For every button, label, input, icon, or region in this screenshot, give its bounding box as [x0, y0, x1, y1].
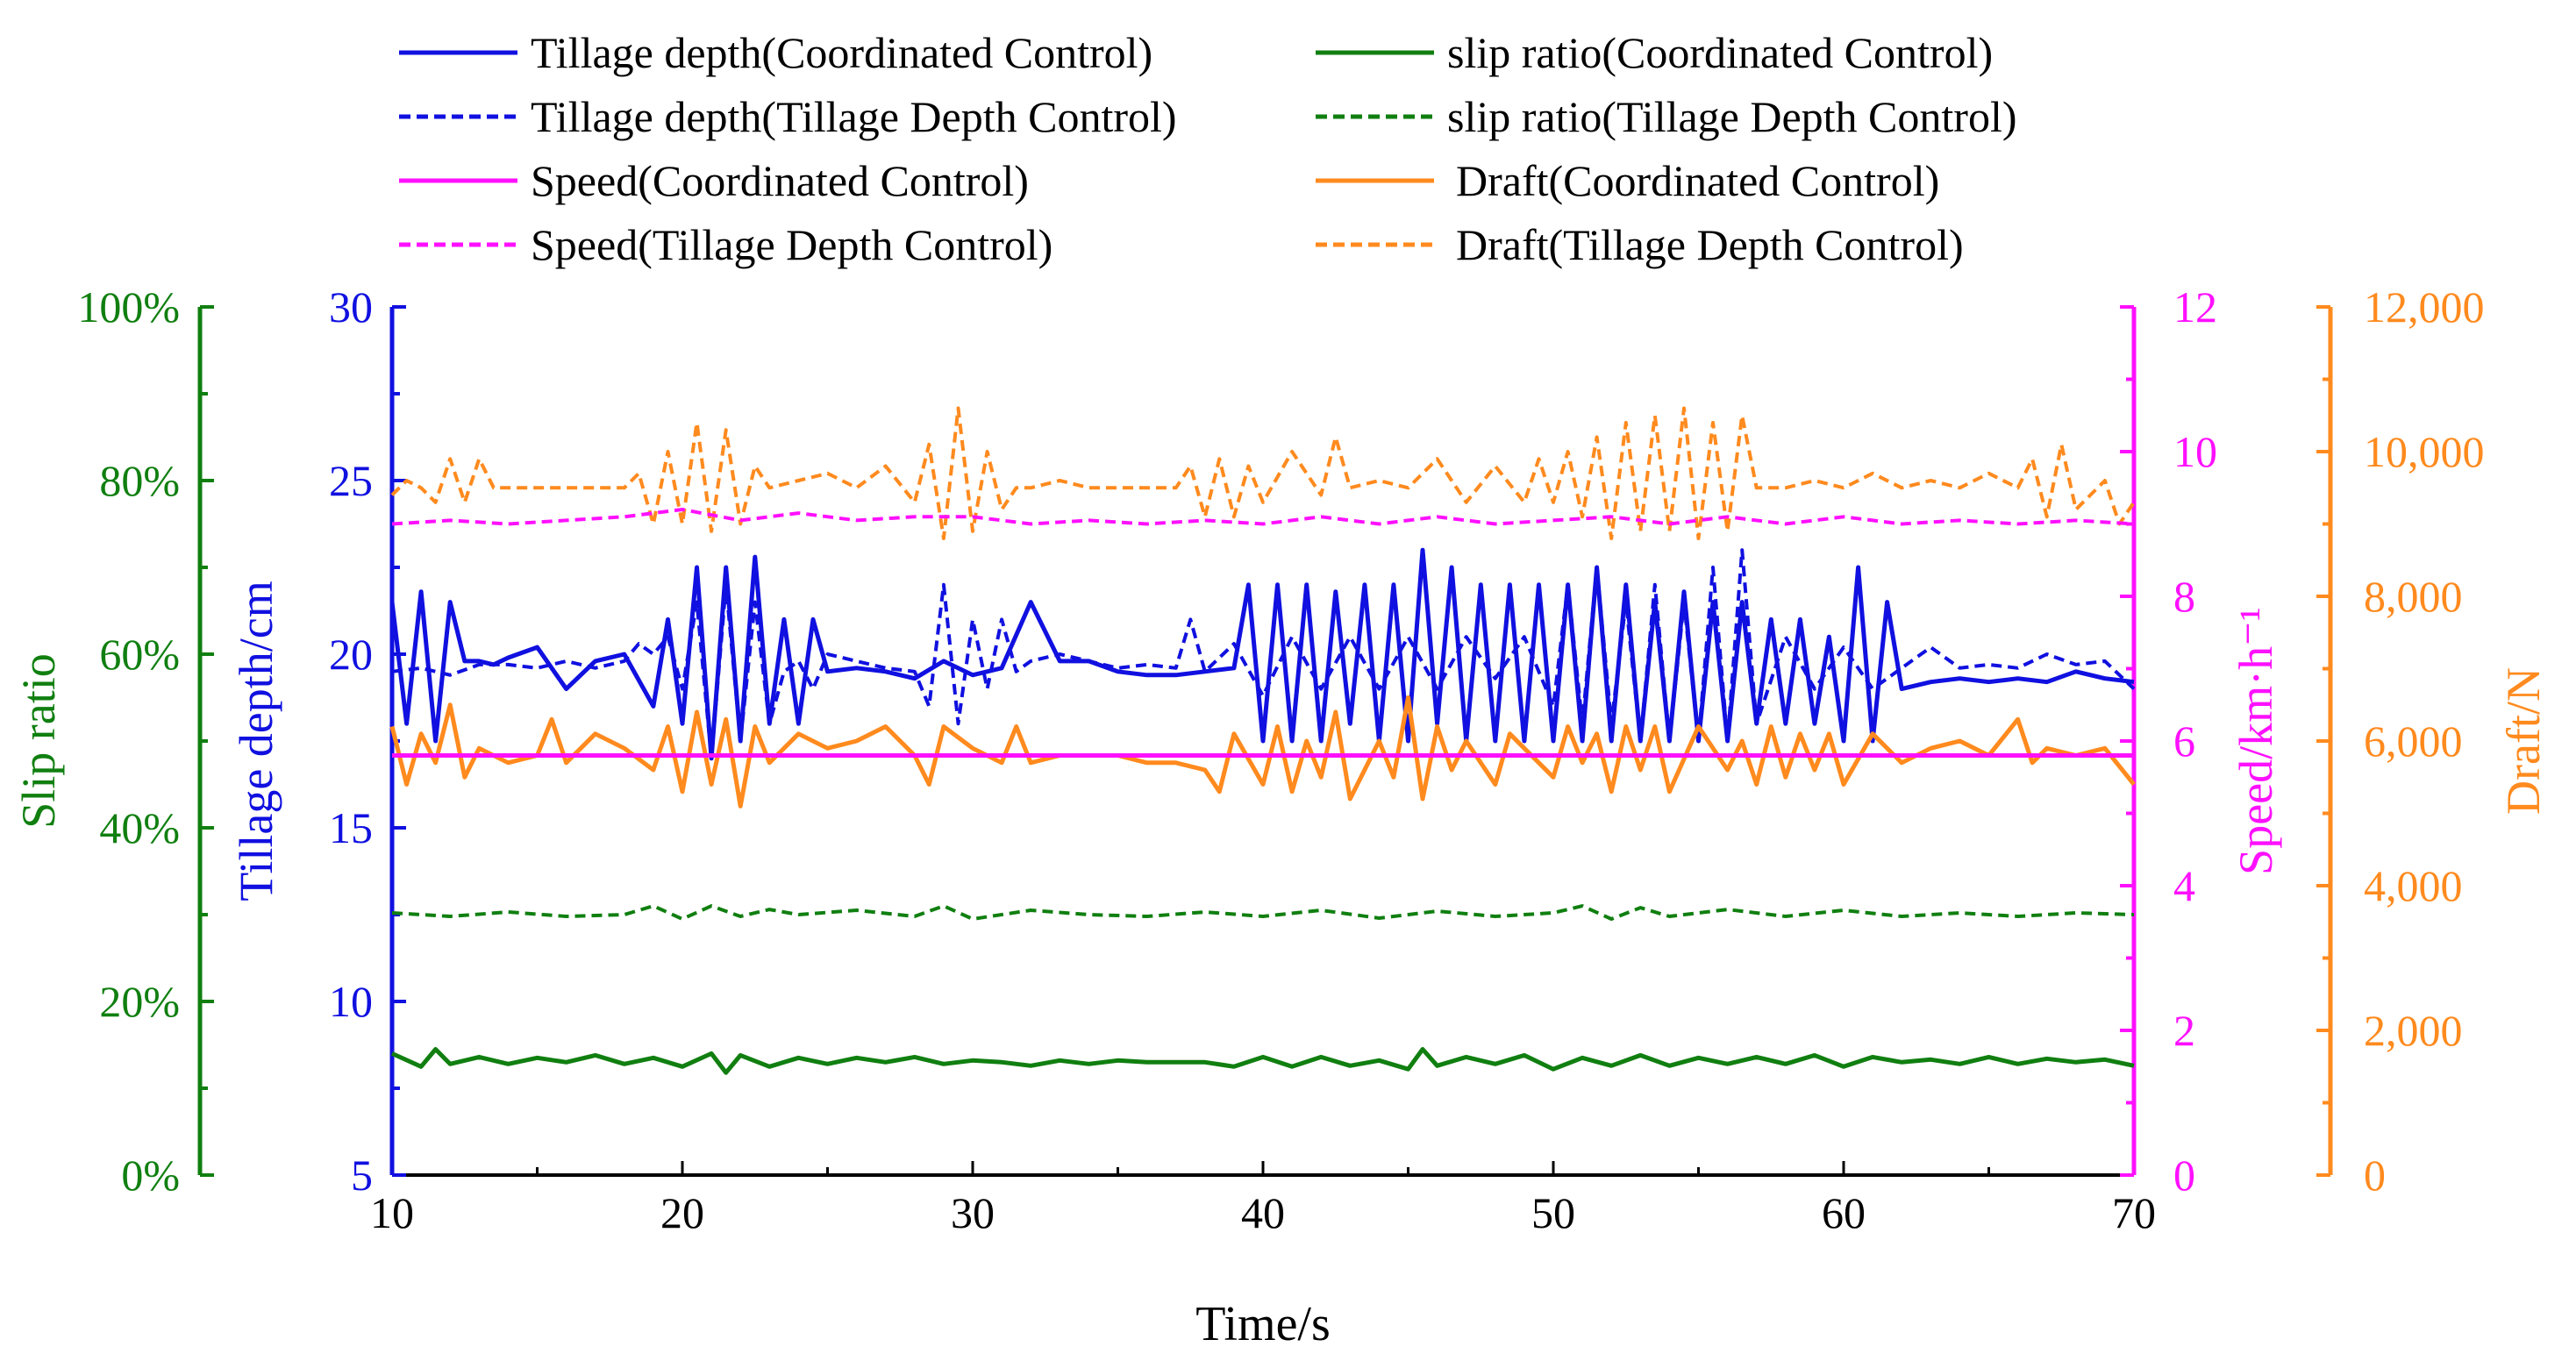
draft-tick-label: 10,000 [2364, 427, 2485, 476]
draft-axis-title: Draft/N [2497, 667, 2550, 815]
legend-item: slip ratio(Coordinated Control) [1316, 28, 1993, 77]
x-tick-label: 50 [1531, 1188, 1575, 1237]
speed-tick-label: 8 [2173, 572, 2195, 621]
speed-tick-label: 0 [2173, 1151, 2195, 1200]
draft-tick-label: 12,000 [2364, 282, 2485, 331]
depth-tick-label: 5 [351, 1151, 373, 1200]
slip-tick-label: 60% [99, 630, 180, 679]
depth-axis-title: Tillage depth/cm [230, 581, 282, 901]
slip-tick-label: 100% [77, 282, 180, 331]
depth-tick-label: 10 [329, 977, 373, 1026]
speed-axis-title: Speed/km·h⁻¹ [2230, 607, 2282, 875]
depth-tick-label: 15 [329, 803, 373, 852]
depth-tick-label: 20 [329, 630, 373, 679]
draft-axis: 0 2,000 4,000 6,000 8,000 10,000 12,000 Draft/N [2316, 282, 2550, 1200]
series-line [391, 904, 2135, 921]
legend-label: Tillage depth(Tillage Depth Control) [531, 92, 1177, 141]
draft-tick-label: 4,000 [2364, 861, 2463, 910]
legend: Tillage depth(Coordinated Control) slip r… [399, 28, 2017, 269]
legend-label: Speed(Coordinated Control) [531, 156, 1029, 205]
draft-tick-label: 0 [2364, 1151, 2386, 1200]
slip-tick-label: 40% [99, 803, 180, 852]
series-line [391, 508, 2135, 526]
depth-axis: 5 10 15 20 25 30 Tillage depth/cm [230, 282, 406, 1200]
slip-axis: 0% 20% 40% 60% 80% 100% Slip ratio [12, 282, 214, 1200]
draft-tick-label: 6,000 [2364, 716, 2463, 766]
series-line [390, 406, 2136, 540]
legend-label: slip ratio(Coordinated Control) [1447, 28, 1993, 77]
depth-tick-label: 25 [329, 456, 373, 505]
draft-tick-label: 8,000 [2364, 572, 2463, 621]
legend-item: Speed(Tillage Depth Control) [399, 220, 1053, 269]
legend-label: Draft(Coordinated Control) [1456, 156, 1939, 205]
depth-tick-label: 30 [329, 282, 373, 331]
legend-item: Draft(Tillage Depth Control) [1316, 220, 1964, 269]
speed-tick-label: 10 [2173, 427, 2217, 476]
speed-tick-label: 4 [2173, 861, 2195, 910]
axes: 10 20 30 40 50 60 70Time/s0%20%40%60%80%100%Sl… [12, 282, 2550, 1351]
slip-axis-title: Slip ratio [12, 653, 65, 829]
x-tick-label: 10 [370, 1188, 414, 1237]
slip-tick-label: 80% [99, 456, 180, 505]
series-line [390, 1047, 2135, 1075]
series-line [389, 695, 2136, 809]
speed-tick-label: 6 [2173, 716, 2195, 766]
x-tick-label: 40 [1241, 1188, 1285, 1237]
plot-area [389, 406, 2136, 1075]
legend-item: Tillage depth(Tillage Depth Control) [399, 92, 1177, 141]
speed-axis: 0 2 4 6 8 10 12 Speed/km·h⁻¹ [2120, 282, 2282, 1200]
series-line [391, 548, 2136, 760]
draft-tick-label: 2,000 [2364, 1006, 2463, 1055]
x-tick-label: 60 [1822, 1188, 1866, 1237]
series-line [389, 547, 2135, 761]
x-tick-label: 20 [660, 1188, 704, 1237]
legend-label: Draft(Tillage Depth Control) [1456, 220, 1964, 269]
legend-item: slip ratio(Tillage Depth Control) [1316, 92, 2017, 141]
legend-label: Tillage depth(Coordinated Control) [531, 28, 1152, 77]
legend-item: Tillage depth(Coordinated Control) [399, 28, 1152, 77]
x-tick-label: 30 [951, 1188, 995, 1237]
legend-item: Draft(Coordinated Control) [1316, 156, 1939, 205]
slip-tick-label: 20% [99, 977, 180, 1026]
x-tick-label: 70 [2112, 1188, 2156, 1237]
x-axis-title: Time/s [1195, 1297, 1331, 1351]
speed-tick-label: 2 [2173, 1006, 2195, 1055]
legend-item: Speed(Coordinated Control) [399, 156, 1029, 205]
speed-tick-label: 12 [2173, 282, 2217, 331]
slip-tick-label: 0% [121, 1151, 180, 1200]
legend-label: Speed(Tillage Depth Control) [531, 220, 1053, 269]
legend-label: slip ratio(Tillage Depth Control) [1447, 92, 2017, 141]
